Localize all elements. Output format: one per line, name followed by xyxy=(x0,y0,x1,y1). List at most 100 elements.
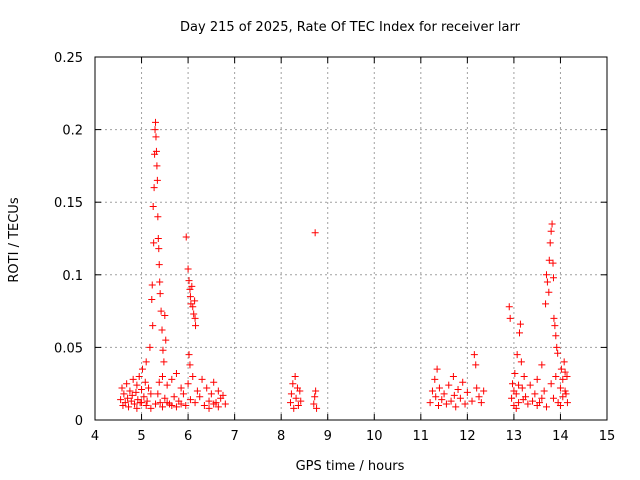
data-point xyxy=(292,394,300,402)
data-point xyxy=(563,372,571,380)
data-point xyxy=(185,277,193,285)
data-point xyxy=(147,404,155,412)
data-point xyxy=(147,390,155,398)
x-tick-label: 15 xyxy=(599,429,616,444)
data-point xyxy=(561,387,569,395)
data-point xyxy=(177,400,185,408)
data-point xyxy=(545,256,553,264)
data-point xyxy=(159,346,167,354)
data-point xyxy=(152,147,160,155)
data-point xyxy=(516,320,524,328)
data-point xyxy=(461,400,469,408)
data-points xyxy=(117,118,571,412)
data-point xyxy=(549,394,557,402)
data-point xyxy=(140,393,148,401)
x-tick-label: 4 xyxy=(91,429,99,444)
data-point xyxy=(191,399,199,407)
data-point xyxy=(552,372,560,380)
data-point xyxy=(138,386,146,394)
data-point xyxy=(162,336,170,344)
data-point xyxy=(287,390,295,398)
data-point xyxy=(546,239,554,247)
data-point xyxy=(509,380,517,388)
data-point xyxy=(294,401,302,409)
data-point xyxy=(160,358,168,366)
data-point xyxy=(158,326,166,334)
data-point xyxy=(198,375,206,383)
data-point xyxy=(184,265,192,273)
data-point xyxy=(310,400,318,408)
data-point xyxy=(432,393,440,401)
data-point xyxy=(214,403,222,411)
data-point xyxy=(172,370,180,378)
data-point xyxy=(542,403,550,411)
data-point xyxy=(118,384,126,392)
data-point xyxy=(442,400,450,408)
y-tick-label: 0 xyxy=(75,414,83,429)
data-point xyxy=(506,314,514,322)
data-point xyxy=(133,404,141,412)
data-point xyxy=(513,351,521,359)
data-point xyxy=(207,390,215,398)
data-point xyxy=(426,399,434,407)
data-point xyxy=(156,278,164,286)
data-point xyxy=(161,394,169,402)
data-point xyxy=(542,271,550,279)
data-point xyxy=(549,274,557,282)
data-point xyxy=(192,322,200,330)
data-point xyxy=(153,176,161,184)
data-point xyxy=(559,375,567,383)
data-point xyxy=(540,387,548,395)
data-point xyxy=(431,375,439,383)
data-point xyxy=(210,400,218,408)
data-point xyxy=(428,387,436,395)
data-point xyxy=(556,401,564,409)
x-axis-label: GPS time / hours xyxy=(296,459,405,474)
data-point xyxy=(563,399,571,407)
data-point xyxy=(511,370,519,378)
data-point xyxy=(550,314,558,322)
data-point xyxy=(186,396,194,404)
data-point xyxy=(470,351,478,359)
data-point xyxy=(155,261,163,269)
x-tick-label: 10 xyxy=(366,429,383,444)
data-point xyxy=(286,399,294,407)
data-point xyxy=(129,375,137,383)
data-point xyxy=(219,391,227,399)
data-point xyxy=(449,372,457,380)
data-point xyxy=(141,378,149,386)
data-point xyxy=(553,343,561,351)
data-point xyxy=(562,390,570,398)
data-point xyxy=(123,380,131,388)
data-point xyxy=(188,282,196,290)
data-point xyxy=(149,203,157,211)
data-point xyxy=(203,384,211,392)
data-point xyxy=(186,293,194,301)
data-point xyxy=(191,314,199,322)
data-point xyxy=(542,300,550,308)
data-point xyxy=(153,162,161,170)
data-point xyxy=(433,365,441,373)
data-point xyxy=(146,343,154,351)
data-point xyxy=(179,390,187,398)
data-point xyxy=(154,390,162,398)
data-point xyxy=(557,365,565,373)
data-point xyxy=(447,397,455,405)
data-point xyxy=(157,307,165,315)
data-point xyxy=(205,397,213,405)
data-point xyxy=(475,393,483,401)
data-point xyxy=(312,387,320,395)
data-point xyxy=(156,399,164,407)
data-point xyxy=(189,372,197,380)
data-point xyxy=(547,227,555,235)
data-point xyxy=(148,281,156,289)
data-point xyxy=(517,358,525,366)
data-point xyxy=(128,391,136,399)
data-point xyxy=(538,394,546,402)
data-point xyxy=(522,393,530,401)
data-point xyxy=(152,400,160,408)
data-point xyxy=(508,394,516,402)
data-point xyxy=(477,399,485,407)
data-point xyxy=(438,396,446,404)
